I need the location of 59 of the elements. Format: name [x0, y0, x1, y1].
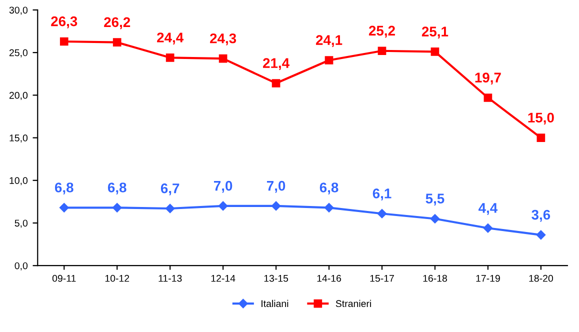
legend-label: Stranieri [336, 300, 371, 308]
point [166, 54, 174, 62]
data-label: 6,8 [320, 182, 338, 194]
data-label: 25,1 [422, 26, 448, 38]
x-tick-label: 17-19 [476, 274, 500, 282]
point [324, 56, 334, 64]
data-label: 6,8 [54, 182, 74, 194]
point [112, 38, 122, 47]
y-tick-label: 15,0 [10, 134, 28, 143]
x-tick-label: 09-11 [52, 274, 76, 282]
data-label: 24,3 [210, 33, 236, 46]
data-label: 7,0 [214, 180, 232, 193]
data-label: 6,7 [160, 183, 180, 196]
data-label: 26,2 [104, 17, 130, 30]
data-label: 25,2 [368, 26, 395, 38]
y-tick-label: 10,0 [10, 177, 28, 186]
y-tick-label: 25,0 [9, 49, 28, 58]
x-tick-label: 11-13 [158, 274, 182, 282]
point [536, 230, 546, 240]
data-label: 24,4 [157, 32, 184, 44]
data-label: 15,0 [528, 112, 554, 125]
data-label: 5,5 [426, 194, 444, 206]
point [60, 37, 68, 46]
point [324, 203, 334, 212]
x-tick-label: 13-15 [264, 274, 288, 282]
point [430, 48, 440, 56]
data-label: 7,0 [266, 180, 286, 193]
legend-label: Italiani [262, 300, 288, 308]
point [165, 204, 175, 214]
y-tick-label: 30,0 [9, 6, 28, 15]
data-label: 3,6 [532, 210, 550, 222]
data-label: 19,7 [475, 72, 501, 84]
point [218, 54, 228, 63]
y-tick-label: 0,0 [14, 262, 28, 270]
x-tick-label: 18-20 [529, 274, 553, 282]
point [112, 203, 122, 212]
point [484, 94, 492, 102]
point [272, 79, 280, 88]
x-tick-label: 12-14 [211, 274, 236, 282]
data-label: 6,1 [372, 188, 392, 200]
x-tick-label: 14-16 [317, 274, 342, 282]
point [60, 203, 69, 212]
data-label: 6,8 [108, 182, 126, 194]
data-label: 26,3 [51, 16, 78, 28]
x-tick-label: 10-12 [105, 274, 130, 282]
point [271, 201, 281, 211]
point [430, 214, 440, 224]
data-label: 4,4 [478, 203, 498, 215]
x-tick-label: 16-18 [423, 274, 447, 282]
point [378, 46, 386, 56]
point [536, 134, 546, 142]
data-label: 21,4 [263, 58, 290, 70]
y-tick-label: 20,0 [9, 92, 28, 100]
x-tick-label: 15-17 [370, 274, 394, 282]
point [483, 223, 493, 233]
point [218, 201, 228, 211]
point [377, 208, 387, 218]
data-label: 24,1 [316, 35, 342, 48]
y-tick-label: 5,0 [14, 220, 28, 228]
